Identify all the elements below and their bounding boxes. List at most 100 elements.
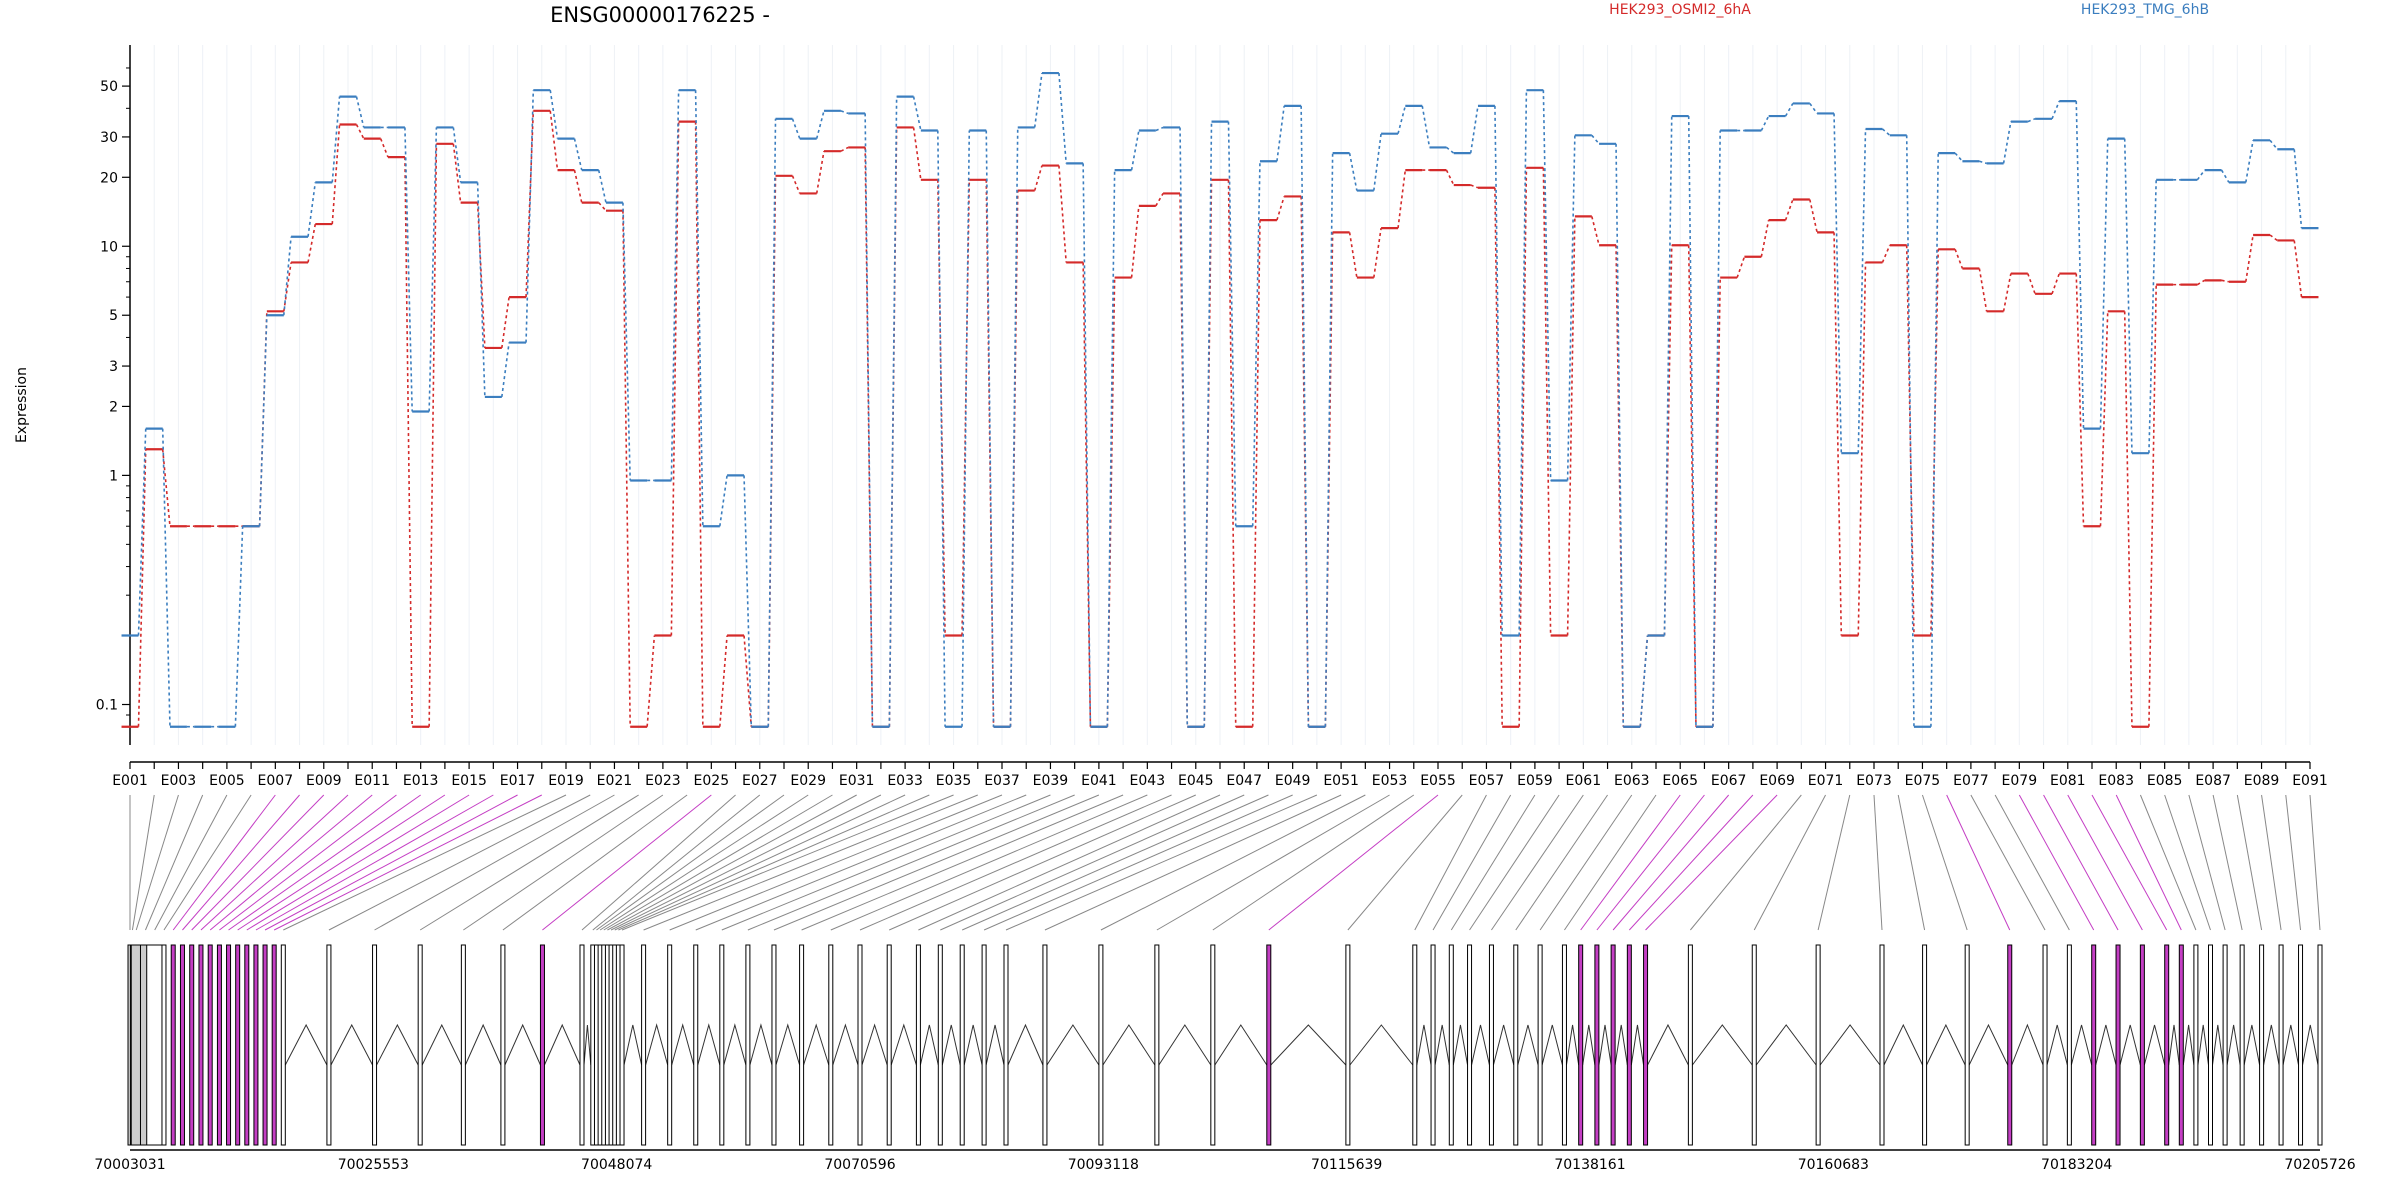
y-tick-label: 0.1 — [96, 698, 118, 714]
exon-connector — [621, 794, 954, 931]
intron-line — [671, 1023, 695, 1066]
genomic-tick-label: 70070596 — [824, 1157, 895, 1173]
exon-tick-label: E057 — [1469, 773, 1505, 789]
exon-tick-label: E007 — [258, 773, 294, 789]
genomic-tick-label: 70003031 — [94, 1157, 165, 1173]
exon-box — [146, 944, 164, 1146]
exon-tick-label: E033 — [887, 773, 923, 789]
intron-line — [2282, 1024, 2300, 1066]
exon-box — [1964, 944, 1970, 1146]
intron-line — [2302, 1024, 2319, 1066]
exon-connector — [1268, 794, 1439, 931]
exon-connector — [374, 794, 615, 931]
exon-connector — [859, 794, 1172, 931]
intron-line — [1647, 1023, 1689, 1066]
intron-line — [1598, 1024, 1612, 1066]
exon-connector — [191, 794, 325, 931]
exon-connector — [1432, 794, 1512, 931]
exon-tick-label: E035 — [936, 773, 972, 789]
exon-tick-label: E031 — [839, 773, 875, 789]
exon-connector — [918, 794, 1221, 931]
exon-box — [500, 944, 506, 1146]
exon-connector — [830, 794, 1148, 931]
exon-connector — [2261, 794, 2282, 931]
intron-line — [775, 1023, 801, 1066]
exon-connector — [182, 794, 300, 931]
genomic-tick-label: 70205726 — [2284, 1157, 2355, 1173]
exon-box — [1626, 944, 1632, 1146]
intron-line — [985, 1024, 1005, 1066]
intron-line — [1434, 1024, 1450, 1066]
exon-connector-lines — [129, 794, 2321, 931]
genomic-tick-label: 70025553 — [338, 1157, 409, 1173]
exon-connector — [228, 794, 421, 931]
exon-box — [1098, 944, 1104, 1146]
exon-box — [2091, 944, 2097, 1146]
exon-connector — [1469, 794, 1560, 931]
intron-line — [2168, 1024, 2180, 1066]
exon-box — [2042, 944, 2048, 1146]
exon-box — [2259, 944, 2265, 1146]
genomic-tick-label: 70160683 — [1798, 1157, 1869, 1173]
exon-connector — [273, 794, 543, 931]
exon-tick-label: E029 — [790, 773, 826, 789]
intron-line — [1883, 1023, 1924, 1066]
exon-connector — [1994, 794, 2070, 931]
exon-connector — [610, 794, 882, 931]
exon-connector — [2212, 794, 2243, 931]
exon-connector — [419, 794, 639, 931]
exon-tick-label: E047 — [1226, 773, 1262, 789]
exon-tick-label: E079 — [2002, 773, 2038, 789]
exon-tick-label: E041 — [1081, 773, 1117, 789]
exon-connector — [2139, 794, 2197, 931]
exon-tick-label: E055 — [1420, 773, 1456, 789]
intron-line — [2070, 1024, 2093, 1066]
intron-line — [1046, 1024, 1100, 1066]
exon-connector — [1156, 794, 1390, 931]
exon-tick-label: E023 — [645, 773, 681, 789]
exon-connector — [1817, 794, 1851, 931]
series-lines — [121, 71, 2319, 728]
exon-connector — [1689, 794, 1802, 931]
exon-box — [719, 944, 725, 1146]
exon-tick-label: E083 — [2098, 773, 2134, 789]
exon-connector — [1628, 794, 1754, 931]
exon-connector — [940, 794, 1245, 931]
exon-box — [2178, 944, 2184, 1146]
exon-box — [1513, 944, 1519, 1146]
exon-box — [619, 944, 625, 1146]
exon-tick-label: E001 — [112, 773, 148, 789]
intron-line — [583, 1024, 592, 1066]
intron-line — [1755, 1024, 1817, 1066]
exon-connector — [801, 794, 1124, 931]
exon-tick-label: E073 — [1856, 773, 1892, 789]
exon-tick-label: E037 — [984, 773, 1020, 789]
exon-box — [1687, 944, 1693, 1146]
exon-connector — [1347, 794, 1463, 931]
exon-box — [1594, 944, 1600, 1146]
exon-box — [937, 944, 943, 1146]
exon-connector — [2285, 794, 2302, 931]
exon-box — [1042, 944, 1048, 1146]
exon-connector — [1596, 794, 1705, 931]
intron-line — [1270, 1024, 1347, 1066]
exon-box — [280, 944, 286, 1146]
exon-connector — [255, 794, 494, 931]
exon-tick-label: E075 — [1905, 773, 1941, 789]
intron-line — [1517, 1024, 1539, 1066]
intron-line — [623, 1024, 643, 1066]
intron-line — [2243, 1024, 2261, 1066]
exon-box — [1488, 944, 1494, 1146]
exon-connector — [961, 794, 1269, 931]
intron-line — [749, 1023, 773, 1066]
exon-box — [417, 944, 423, 1146]
exon-box — [2298, 944, 2304, 1146]
exon-tick-label: E003 — [161, 773, 197, 789]
exon-connector — [131, 794, 155, 931]
exon-connector — [2018, 794, 2095, 931]
exon-tick-label: E087 — [2195, 773, 2231, 789]
exon-gridlines — [129, 45, 2311, 745]
exon-tick-label: E015 — [451, 773, 487, 789]
exon-tick-label: E085 — [2147, 773, 2183, 789]
exon-tick-label: E027 — [742, 773, 778, 789]
